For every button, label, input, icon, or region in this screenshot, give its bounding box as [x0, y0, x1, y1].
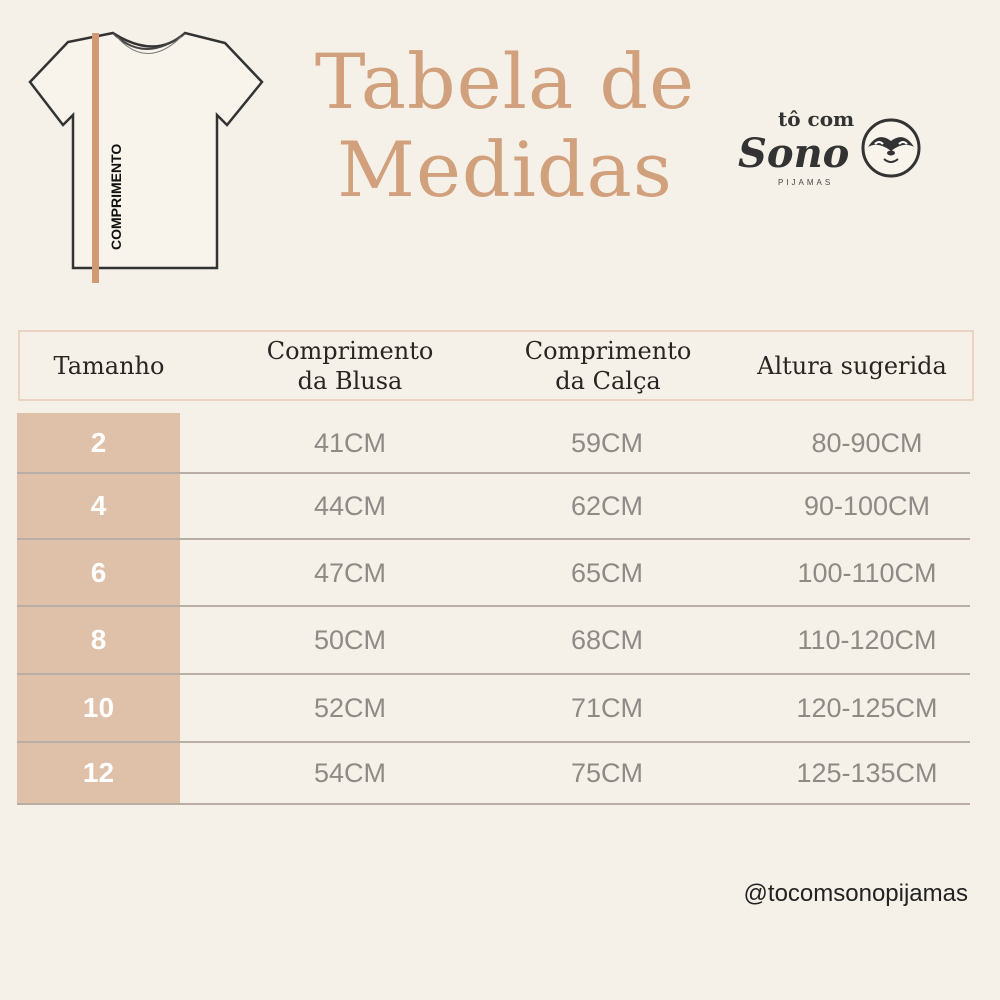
blusa-length-cell: 47CM — [313, 557, 387, 588]
calca-length-cell: 71CM — [570, 693, 644, 723]
size-cell: 2 — [90, 426, 107, 458]
table-row: 10 52CM 71CM 120-125CM — [17, 675, 970, 743]
size-cell: 8 — [90, 624, 107, 655]
table-row: 4 44CM 62CM 90-100CM — [17, 474, 970, 540]
height-cell: 125-135CM — [796, 758, 938, 788]
social-handle: @tocomsonopijamas — [743, 880, 968, 907]
page-title: Tabela de Medidas — [314, 37, 696, 214]
table-row: 2 41CM 59CM 80-90CM — [17, 413, 970, 474]
calca-length-cell: 75CM — [570, 758, 644, 788]
size-column-background — [17, 413, 180, 805]
calca-length-cell: 65CM — [570, 557, 644, 588]
logo-text-pijamas: PIJAMAS — [778, 178, 834, 187]
table-row: 6 47CM 65CM 100-110CM — [17, 540, 970, 607]
blusa-length-cell: 52CM — [313, 693, 387, 723]
height-cell: 100-110CM — [797, 557, 937, 588]
height-cell: 120-125CM — [796, 693, 938, 723]
comprimento-label: COMPRIMENTO — [108, 143, 124, 250]
height-cell: 90-100CM — [803, 491, 931, 521]
table-row: 12 54CM 75CM 125-135CM — [17, 743, 970, 805]
table-row: 8 50CM 68CM 110-120CM — [17, 607, 970, 675]
height-cell: 110-120CM — [797, 625, 937, 655]
calca-length-cell: 62CM — [570, 491, 644, 521]
sloth-icon — [861, 118, 921, 178]
brand-logo: tô com Sono PIJAMAS — [738, 100, 978, 196]
calca-length-cell: 68CM — [570, 625, 644, 655]
header-comprimento-calca: Comprimento da Calça — [524, 336, 692, 395]
size-cell: 4 — [90, 490, 107, 521]
header-comprimento-blusa: Comprimento da Blusa — [266, 336, 434, 395]
table-header: Tamanho Comprimento da Blusa Comprimento… — [18, 330, 974, 401]
header-altura-sugerida: Altura sugerida — [757, 351, 947, 380]
tshirt-icon — [28, 31, 264, 283]
height-cell: 80-90CM — [811, 427, 923, 458]
logo-wordmark: tô com Sono PIJAMAS — [738, 107, 854, 189]
logo-text-sono: Sono — [738, 130, 850, 177]
calca-length-cell: 59CM — [570, 427, 644, 458]
logo-text-tocom: tô com — [778, 107, 855, 131]
size-cell: 6 — [90, 556, 107, 588]
blusa-length-cell: 54CM — [313, 758, 387, 788]
blusa-length-cell: 50CM — [313, 625, 387, 655]
blusa-length-cell: 44CM — [313, 491, 387, 521]
size-cell: 12 — [82, 757, 115, 788]
header-tamanho: Tamanho — [53, 351, 165, 380]
blusa-length-cell: 41CM — [313, 427, 387, 458]
size-cell: 10 — [82, 692, 115, 723]
